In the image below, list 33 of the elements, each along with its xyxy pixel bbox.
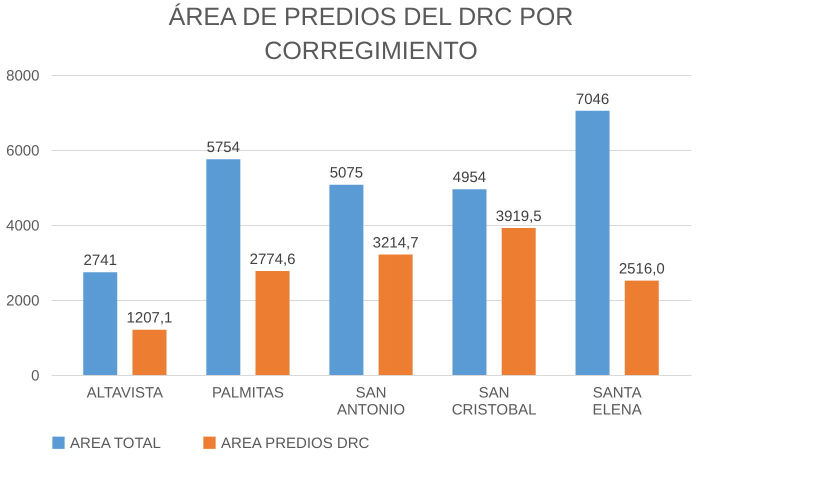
bar [378,254,413,375]
data-label: 4954 [452,169,486,186]
data-label: 5075 [330,164,364,182]
x-tick-label: ALTAVISTA [86,384,164,402]
y-tick-label: 6000 [6,142,40,160]
data-label: 3214,7 [372,234,419,252]
data-label: 1207,1 [126,310,172,327]
data-label: 5754 [206,139,240,156]
data-label: 2741 [84,252,117,270]
y-tick-label: 8000 [6,68,40,84]
bar [576,110,610,375]
chart-title: ÁREA DE PREDIOS DEL DRC POR CORREGIMIENTO [168,3,574,65]
y-tick-label: 0 [31,368,40,384]
bar [502,228,536,375]
legend-label: AREA PREDIOS DRC [221,434,370,452]
bar [132,330,166,375]
data-label: 3919,5 [496,208,542,226]
bar [452,189,486,375]
y-tick-label: 4000 [6,218,40,234]
x-tick-label: PALMITAS [212,384,284,402]
x-tick-label: SANTA ELENA [592,384,642,418]
bar [624,280,659,375]
bar [206,159,240,375]
legend-label: AREA TOTAL [70,434,161,452]
data-label: 2774,6 [250,250,296,268]
data-label: 2516,0 [618,260,665,278]
y-tick-label: 2000 [6,292,40,310]
bar [83,272,118,375]
x-tick-label: SAN ANTONIO [336,384,406,418]
bar [256,270,290,375]
x-tick-label: SAN CRISTOBAL [452,384,536,418]
data-label: 7046 [576,90,610,108]
bar [329,184,364,375]
